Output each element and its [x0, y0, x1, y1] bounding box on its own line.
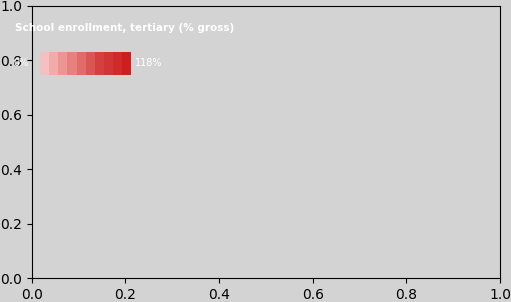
Bar [67, 52, 77, 75]
Text: 118%: 118% [135, 58, 162, 68]
Text: School enrollment, tertiary (% gross): School enrollment, tertiary (% gross) [15, 23, 234, 33]
Bar [40, 52, 49, 75]
Bar [104, 52, 113, 75]
Bar [49, 52, 58, 75]
Bar [122, 52, 131, 75]
Text: 0%: 0% [13, 58, 28, 68]
Bar [58, 52, 67, 75]
Bar [86, 52, 95, 75]
Bar [77, 52, 86, 75]
Bar [95, 52, 104, 75]
Bar [113, 52, 122, 75]
